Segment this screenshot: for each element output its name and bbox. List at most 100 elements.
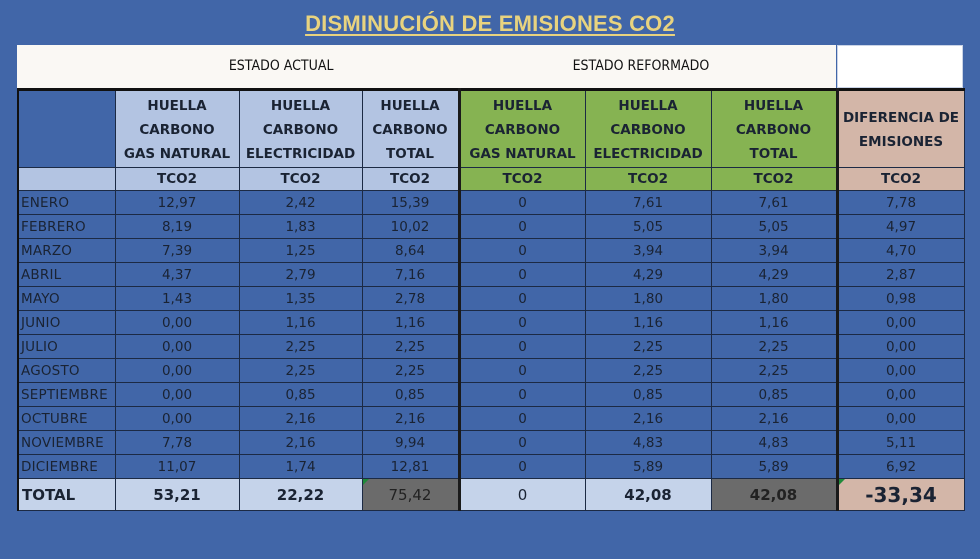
total-label: TOTAL [17,478,116,511]
value-cell: 1,80 [584,286,712,311]
month-label: FEBRERO [17,214,116,239]
month-label: NOVIEMBRE [17,430,116,455]
header-reformado-electricidad: HUELLA CARBONO ELECTRICIDAD [584,89,712,168]
month-label: JUNIO [17,310,116,335]
value-cell: 2,25 [361,358,461,383]
value-cell: 4,29 [584,262,712,287]
value-cell: 0,85 [710,382,839,407]
value-cell: 0 [458,214,586,239]
value-cell: 4,29 [710,262,839,287]
value-cell: 7,61 [710,190,839,215]
value-cell: 1,16 [238,310,363,335]
header-blank-cell [17,89,116,168]
value-cell: 5,11 [836,430,965,455]
group-label-estado-reformado: ESTADO REFORMADO [572,58,710,74]
header-reformado-gas: HUELLA CARBONO GAS NATURAL [458,89,586,168]
total-cell: 75,42 [361,478,461,511]
value-cell: 1,80 [710,286,839,311]
value-cell: 1,16 [710,310,839,335]
unit-cell: TCO2 [584,167,712,191]
value-cell: 0 [458,238,586,263]
value-cell: 0 [458,358,586,383]
total-cell: 0 [458,478,586,511]
total-row: TOTAL 53,21 22,22 75,42 0 42,08 42,08 -3… [17,478,965,511]
value-cell: 7,78 [836,190,965,215]
value-cell: 2,25 [584,334,712,359]
value-cell: 5,05 [710,214,839,239]
month-label: OCTUBRE [17,406,116,431]
value-cell: 0,85 [584,382,712,407]
value-cell: 2,25 [584,358,712,383]
value-cell: 0,85 [238,382,363,407]
group-label-estado-actual: ESTADO ACTUAL [228,58,334,74]
table-row: FEBRERO 8,19 1,83 10,02 0 5,05 5,05 4,97 [17,214,965,239]
value-cell: 2,87 [836,262,965,287]
unit-cell: TCO2 [458,167,586,191]
total-cell: 22,22 [238,478,363,511]
value-cell: 10,02 [361,214,461,239]
state-group-header-blank [837,45,963,88]
value-cell: 8,64 [361,238,461,263]
value-cell: 8,19 [114,214,240,239]
value-cell: 4,70 [836,238,965,263]
value-cell: 3,94 [584,238,712,263]
value-cell: 0,00 [114,382,240,407]
value-cell: 0 [458,190,586,215]
table-row: SEPTIEMBRE 0,00 0,85 0,85 0 0,85 0,85 0,00 [17,382,965,407]
value-cell: 9,94 [361,430,461,455]
value-cell: 15,39 [361,190,461,215]
emissions-table: HUELLA CARBONO GAS NATURAL HUELLA CARBONO EL… [17,88,965,511]
value-cell: 0 [458,262,586,287]
total-diferencia-cell: -33,34 [836,478,965,511]
value-cell: 0,00 [836,358,965,383]
total-cell: 53,21 [114,478,240,511]
value-cell: 2,42 [238,190,363,215]
table-row: ENERO 12,97 2,42 15,39 0 7,61 7,61 7,78 [17,190,965,215]
value-cell: 0 [458,454,586,479]
table-row: OCTUBRE 0,00 2,16 2,16 0 2,16 2,16 0,00 [17,406,965,431]
value-cell: 0,00 [114,358,240,383]
value-cell: 11,07 [114,454,240,479]
unit-blank-cell [17,167,116,191]
value-cell: 3,94 [710,238,839,263]
value-cell: 0 [458,334,586,359]
month-label: DICIEMBRE [17,454,116,479]
page-title: DISMINUCIÓN DE EMISIONES CO2 [305,11,675,36]
value-cell: 1,43 [114,286,240,311]
value-cell: 1,16 [361,310,461,335]
value-cell: 2,16 [238,406,363,431]
value-cell: 2,16 [361,406,461,431]
value-cell: 4,97 [836,214,965,239]
value-cell: 2,25 [238,358,363,383]
value-cell: 7,39 [114,238,240,263]
value-cell: 6,92 [836,454,965,479]
table-row: DICIEMBRE 11,07 1,74 12,81 0 5,89 5,89 6,92 [17,454,965,479]
value-cell: 2,25 [238,334,363,359]
value-cell: 1,16 [584,310,712,335]
value-cell: 5,05 [584,214,712,239]
value-cell: 2,16 [584,406,712,431]
value-cell: 2,78 [361,286,461,311]
unit-cell: TCO2 [710,167,839,191]
value-cell: 0,00 [836,382,965,407]
header-diferencia: DIFERENCIA DE EMISIONES [836,89,965,168]
value-cell: 1,25 [238,238,363,263]
header-reformado-total: HUELLA CARBONO TOTAL [710,89,839,168]
table-row: MARZO 7,39 1,25 8,64 0 3,94 3,94 4,70 [17,238,965,263]
state-group-header: ESTADO ACTUAL ESTADO REFORMADO [17,45,836,88]
value-cell: 0,00 [836,406,965,431]
unit-cell: TCO2 [238,167,363,191]
header-actual-gas: HUELLA CARBONO GAS NATURAL [114,89,240,168]
value-cell: 0 [458,310,586,335]
value-cell: 2,25 [710,358,839,383]
unit-cell: TCO2 [361,167,461,191]
unit-row: TCO2 TCO2 TCO2 TCO2 TCO2 TCO2 TCO2 [17,167,965,191]
table-row: JUNIO 0,00 1,16 1,16 0 1,16 1,16 0,00 [17,310,965,335]
table-row: AGOSTO 0,00 2,25 2,25 0 2,25 2,25 0,00 [17,358,965,383]
value-cell: 0,00 [836,310,965,335]
value-cell: 2,25 [710,334,839,359]
value-cell: 0 [458,286,586,311]
month-label: ABRIL [17,262,116,287]
value-cell: 5,89 [710,454,839,479]
value-cell: 4,83 [710,430,839,455]
